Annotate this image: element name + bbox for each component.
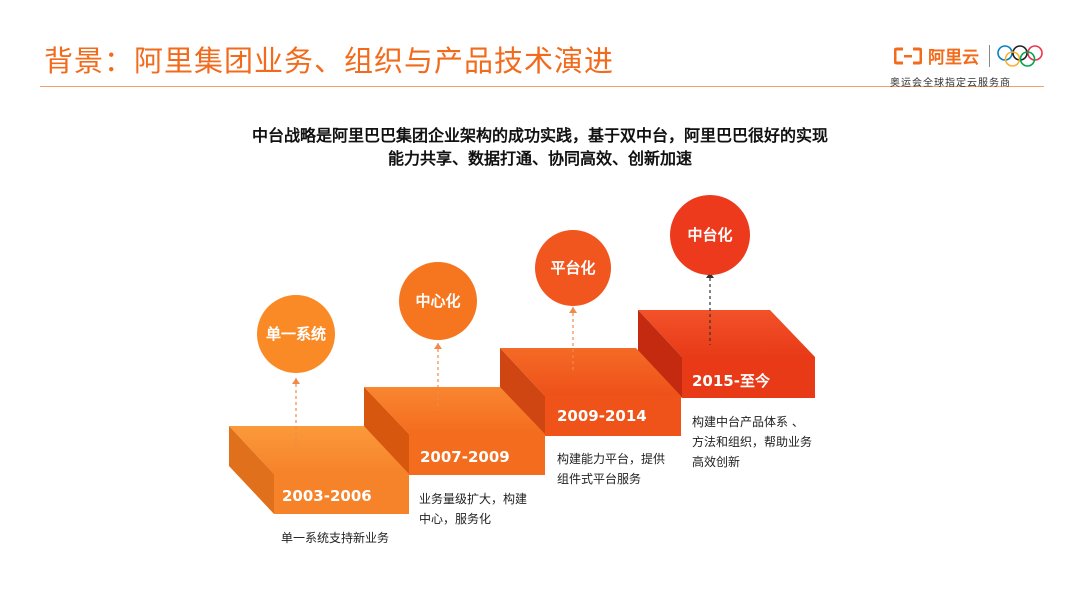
headline: 中台战略是阿里巴巴集团企业架构的成功实践，基于双中台，阿里巴巴很好的实现 能力共…	[150, 124, 930, 170]
connector-lines	[295, 272, 711, 448]
stage-3-description-line-2: 组件式平台服务	[557, 472, 642, 486]
step-4-period: 2015-至今	[692, 372, 770, 390]
stage-4-description-line-3: 高效创新	[692, 455, 741, 469]
step-3-side	[500, 348, 545, 436]
stage-step-1: 2003-2006	[229, 426, 409, 514]
title-divider	[40, 86, 1044, 87]
milestone-4-label: 中台化	[687, 226, 732, 244]
stage-step-4: 2015-至今	[638, 310, 815, 398]
stage-step-2: 2007-2009	[364, 387, 545, 475]
step-4-top	[638, 310, 815, 357]
step-4-front	[682, 357, 815, 398]
milestone-2: 中心化	[399, 262, 477, 340]
milestone-3-circle	[535, 230, 611, 306]
brand-separator	[989, 44, 990, 67]
headline-line-1: 中台战略是阿里巴巴集团企业架构的成功实践，基于双中台，阿里巴巴很好的实现	[251, 126, 828, 145]
milestone-3: 平台化	[535, 230, 611, 306]
milestone-1-label: 单一系统	[266, 325, 326, 343]
stage-3-description: 构建能力平台，提供 组件式平台服务	[557, 449, 707, 489]
step-2-side	[364, 387, 409, 475]
stage-4-description: 构建中台产品体系 、 方法和组织，帮助业务 高效创新	[692, 412, 842, 472]
olympic-rings-icon	[997, 44, 1043, 67]
step-1-front	[274, 474, 409, 514]
milestone-4-circle	[670, 195, 750, 275]
arrowhead-1	[292, 378, 300, 384]
page-title: 背景：阿里集团业务、组织与产品技术演进	[44, 44, 615, 78]
stage-2-description-line-1: 业务量级扩大，构建	[419, 492, 528, 506]
aliyun-logo-icon	[894, 47, 922, 64]
stage-3-description-line-1: 构建能力平台，提供	[557, 452, 666, 466]
arrowhead-3	[569, 307, 577, 313]
stage-2-description-line-2: 中心，服务化	[419, 512, 492, 526]
stage-2-description: 业务量级扩大，构建 中心，服务化	[419, 489, 569, 529]
milestone-1-circle	[257, 295, 335, 373]
brand-subtitle: 奥运会全球指定云服务商	[890, 78, 1011, 89]
step-2-top	[364, 387, 545, 434]
stage-4-description-line-2: 方法和组织，帮助业务	[692, 435, 813, 449]
stage-4-description-line-1: 构建中台产品体系 、	[692, 415, 804, 429]
connector-arrowheads	[292, 272, 714, 384]
step-3-front	[545, 396, 681, 436]
headline-line-2: 能力共享、数据打通、协同高效、创新加速	[387, 149, 692, 168]
stage-step-3: 2009-2014	[500, 348, 681, 436]
arrowhead-2	[434, 343, 442, 349]
brand-block: 阿里云 奥运会全球指定云服务商	[890, 40, 1050, 90]
milestone-2-circle	[399, 262, 477, 340]
milestone-3-label: 平台化	[550, 259, 595, 277]
step-2-front	[409, 434, 545, 475]
stage-1-description-line-1: 单一系统支持新业务	[281, 531, 390, 545]
milestone-2-label: 中心化	[415, 292, 460, 310]
step-1-top	[229, 426, 409, 474]
milestone-1: 单一系统	[257, 295, 335, 373]
step-3-period: 2009-2014	[557, 407, 647, 425]
brand-name: 阿里云	[928, 48, 979, 68]
step-1-side	[229, 426, 274, 514]
step-2-period: 2007-2009	[420, 448, 510, 466]
milestone-4: 中台化	[670, 195, 750, 275]
stage-1-description: 单一系统支持新业务	[281, 528, 431, 548]
step-4-side	[638, 310, 682, 398]
brand-logo: 阿里云	[894, 43, 1044, 68]
step-3-top	[500, 348, 681, 396]
step-1-period: 2003-2006	[282, 487, 372, 505]
